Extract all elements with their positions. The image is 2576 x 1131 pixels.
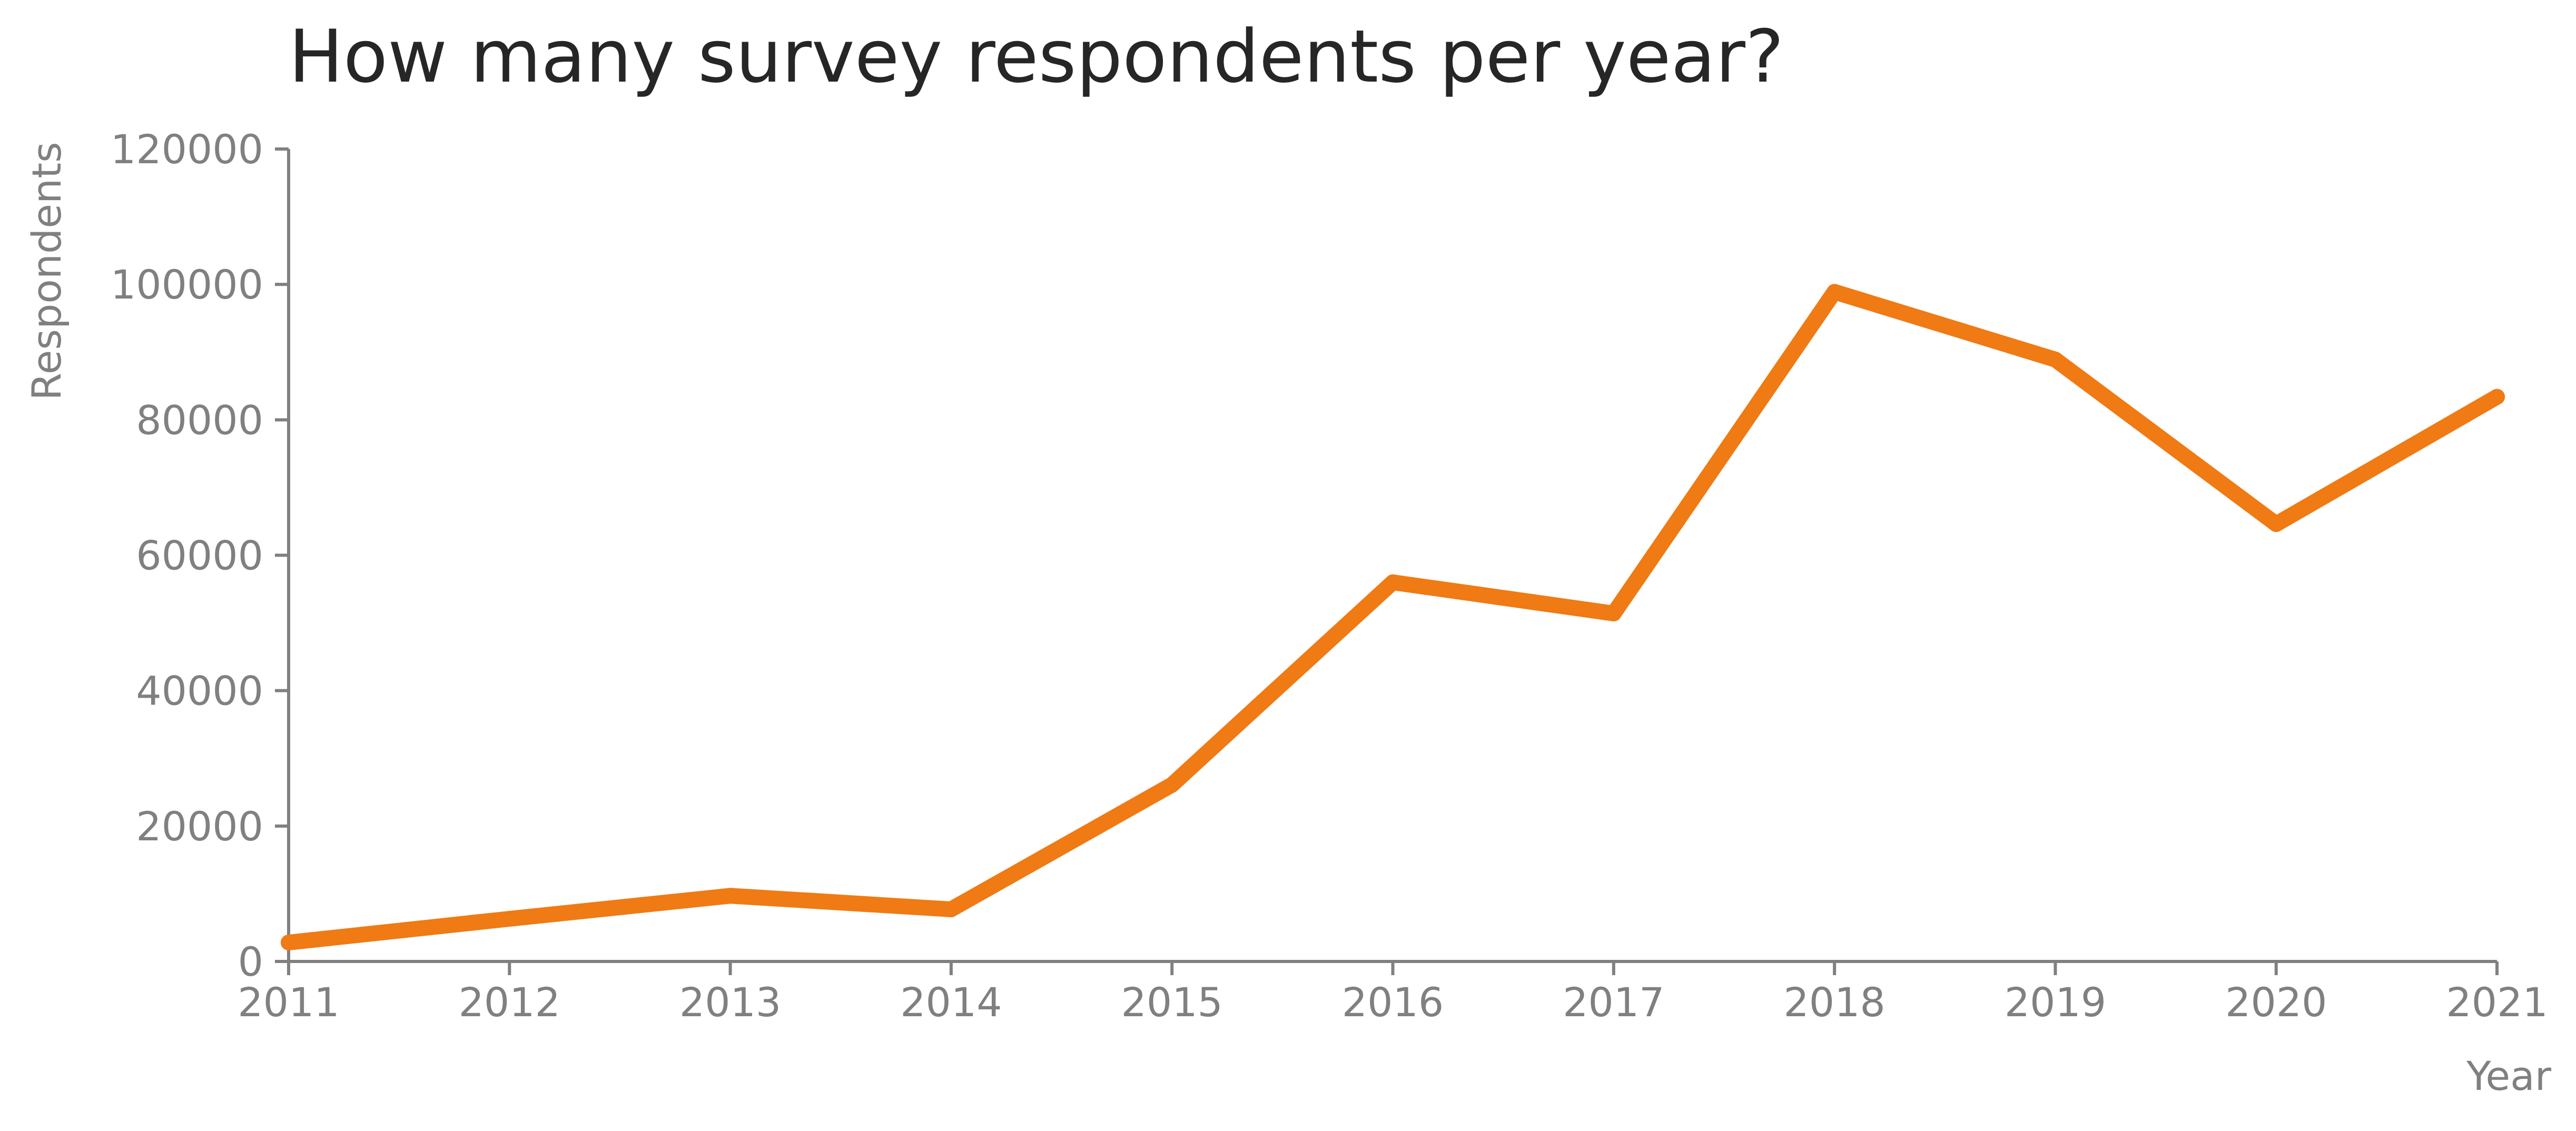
y-tick-label: 0: [238, 938, 263, 985]
x-axis-title: Year: [2466, 1053, 2552, 1099]
x-tick-label: 2019: [2005, 979, 2106, 1026]
data-point: [2268, 516, 2284, 532]
y-tick-label: 100000: [111, 261, 263, 308]
x-tick-label: 2013: [679, 979, 781, 1026]
data-point: [501, 910, 518, 927]
x-tick-label: 2017: [1563, 979, 1664, 1026]
x-tick-label: 2011: [238, 979, 339, 1026]
chart-title: How many survey respondents per year?: [289, 14, 1784, 99]
data-point: [1827, 284, 1843, 300]
data-point: [722, 888, 738, 904]
x-axis-ticks: 2011 2012 2013 2014 2015 2016 2017 2018 2019 2020…: [238, 961, 2548, 1026]
x-tick-label: 2012: [459, 979, 560, 1026]
series-layer: [281, 284, 2505, 950]
data-point: [1164, 777, 1180, 793]
y-tick-label: 60000: [136, 532, 263, 579]
y-axis-title: Respondents: [23, 142, 70, 400]
data-point: [943, 901, 959, 917]
data-point: [1385, 574, 1401, 590]
x-tick-label: 2018: [1783, 979, 1885, 1026]
data-point: [1605, 606, 1622, 622]
y-tick-label: 80000: [136, 396, 263, 443]
y-tick-label: 20000: [136, 803, 263, 850]
data-point: [2489, 389, 2505, 405]
data-point: [281, 934, 297, 950]
y-tick-label: 120000: [111, 126, 263, 173]
data-point: [2047, 351, 2064, 368]
x-tick-label: 2014: [900, 979, 1002, 1026]
x-tick-label: 2015: [1121, 979, 1222, 1026]
series-line: [281, 284, 2505, 950]
x-tick-label: 2021: [2446, 979, 2548, 1026]
y-axis-ticks: 0 20000 40000 60000 80000 100000 120000: [111, 126, 289, 985]
x-tick-label: 2016: [1342, 979, 1444, 1026]
y-tick-label: 40000: [136, 668, 263, 715]
x-tick-label: 2020: [2225, 979, 2327, 1026]
